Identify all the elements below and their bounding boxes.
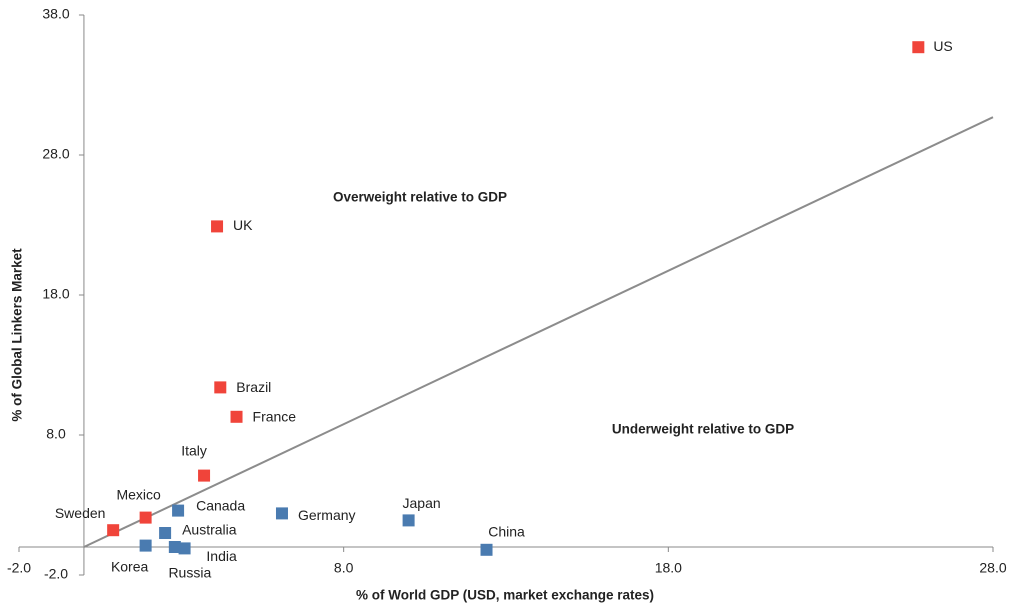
- point-label: Mexico: [116, 486, 161, 502]
- point: [139, 511, 152, 524]
- point: [178, 542, 191, 555]
- point-label: UK: [233, 217, 253, 233]
- x-tick-label: -2.0: [7, 560, 31, 576]
- annotation: Overweight relative to GDP: [333, 190, 507, 205]
- annotation: Underweight relative to GDP: [612, 422, 794, 437]
- point: [139, 539, 152, 552]
- point: [168, 541, 181, 553]
- point: [172, 504, 185, 517]
- y-axis-title: % of Global Linkers Market: [10, 248, 25, 422]
- point: [480, 543, 493, 556]
- point-label: China: [488, 524, 525, 540]
- x-axis-title: % of World GDP (USD, market exchange rat…: [356, 588, 654, 603]
- point: [912, 41, 925, 54]
- y-tick-label: 38.0: [42, 6, 69, 22]
- x-tick-label: 18.0: [655, 560, 682, 576]
- point: [211, 220, 224, 233]
- point-label: Australia: [182, 522, 237, 538]
- point: [107, 524, 120, 537]
- point: [214, 381, 227, 394]
- y-tick-label: 28.0: [42, 146, 69, 162]
- x-tick-label: 28.0: [979, 560, 1006, 576]
- point: [198, 469, 211, 482]
- point-label: Russia: [168, 565, 211, 581]
- point: [275, 507, 288, 520]
- point: [159, 527, 172, 539]
- y-tick-label: 18.0: [42, 286, 69, 302]
- point-label: Sweden: [55, 505, 106, 521]
- point-label: Canada: [196, 497, 245, 513]
- x-tick-label: 8.0: [334, 560, 354, 576]
- point-label: France: [253, 409, 297, 425]
- reference-line: [83, 116, 994, 548]
- point-label: Korea: [111, 558, 149, 574]
- y-tick-label: 8.0: [46, 426, 66, 442]
- point-label: Japan: [403, 495, 441, 511]
- point-label: Germany: [298, 507, 356, 523]
- point-label: US: [933, 38, 952, 54]
- point: [230, 410, 243, 423]
- point-label: Brazil: [236, 379, 271, 395]
- y-tick-label: -2.0: [44, 566, 68, 582]
- point-label: India: [206, 548, 237, 564]
- point: [402, 514, 415, 527]
- point-label: Italy: [181, 442, 207, 458]
